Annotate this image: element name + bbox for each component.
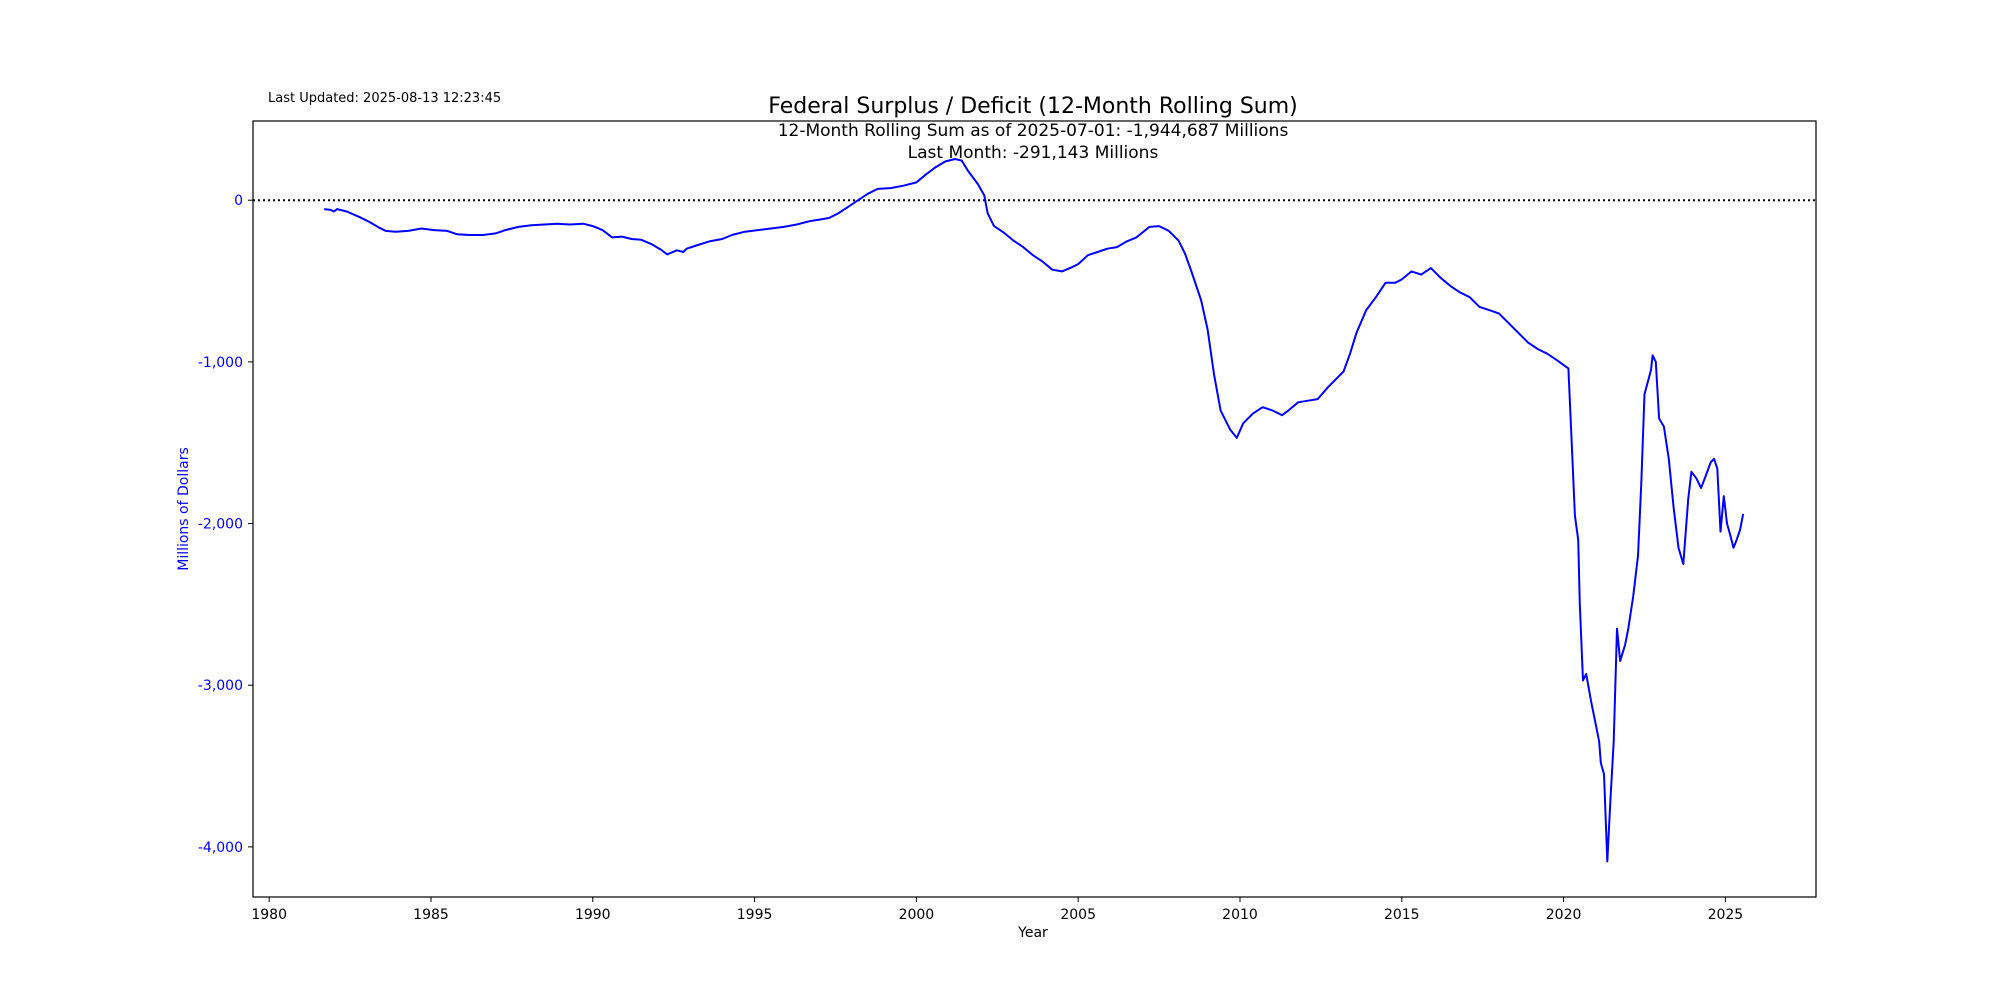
- last-updated-label: Last Updated: 2025-08-13 12:23:45: [268, 91, 501, 106]
- y-tick-label: -1,000: [198, 355, 243, 371]
- x-axis-ticks: 1980 1985 1990 1995 2000 2005 2010 2015 2020 2025: [251, 897, 1743, 923]
- plot-area: 1980 1985 1990 1995 2000 2005 2010 2015 2020 2025…: [198, 120, 1817, 923]
- x-tick-label: 2015: [1384, 907, 1420, 923]
- x-tick-label: 2010: [1222, 907, 1258, 923]
- chart-title: Federal Surplus / Deficit (12-Month Roll…: [768, 94, 1298, 119]
- x-tick-label: 1985: [413, 907, 449, 923]
- y-axis-ticks: 0 -1,000 -2,000 -3,000 -4,000: [198, 193, 253, 856]
- x-tick-label: 1980: [251, 907, 287, 923]
- series-line-deficit: [324, 158, 1745, 863]
- x-tick-label: 2000: [899, 907, 935, 923]
- x-axis-label: Year: [1017, 925, 1048, 941]
- x-tick-label: 2005: [1060, 907, 1096, 923]
- y-axis-label: Millions of Dollars: [176, 447, 192, 571]
- x-tick-label: 1990: [575, 907, 611, 923]
- axes-frame: [252, 120, 1817, 898]
- y-tick-label: -4,000: [198, 840, 243, 856]
- annotation-rolling-sum: 12-Month Rolling Sum as of 2025-07-01: -…: [778, 121, 1289, 141]
- annotation-last-month: Last Month: -291,143 Millions: [908, 143, 1159, 163]
- y-tick-label: -3,000: [198, 678, 243, 694]
- y-tick-label: -2,000: [198, 517, 243, 533]
- x-tick-label: 1995: [737, 907, 773, 923]
- y-tick-label: 0: [234, 193, 243, 209]
- x-tick-label: 2020: [1546, 907, 1582, 923]
- x-tick-label: 2025: [1708, 907, 1744, 923]
